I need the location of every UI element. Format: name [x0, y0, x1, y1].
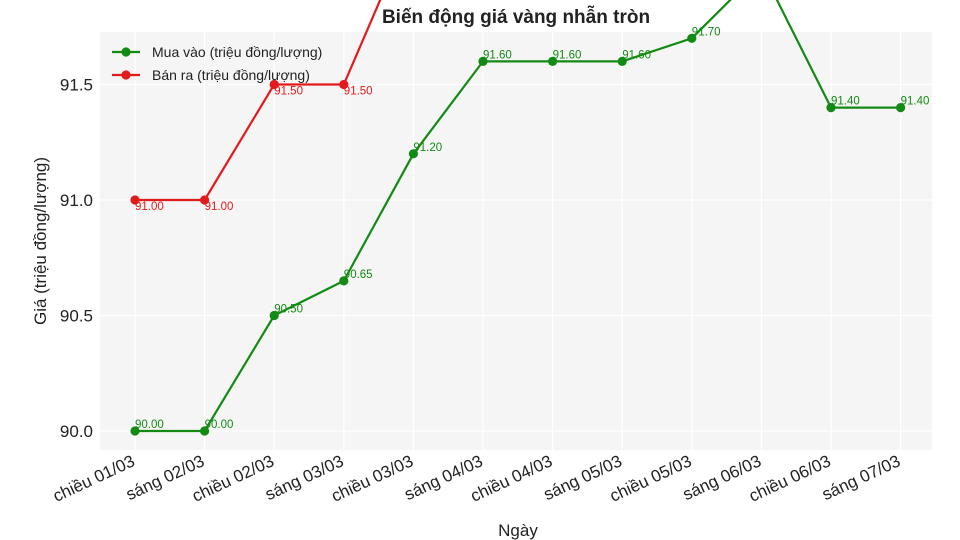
data-label: 90.50 [274, 304, 303, 316]
legend-marker [121, 47, 131, 57]
y-axis-ticks: 90.090.591.091.592.092.593.0 [60, 76, 93, 442]
legend: Mua vào (triệu đồng/lượng) Bán ra (triệu … [112, 44, 322, 83]
x-tick-label: sáng 07/03 [819, 451, 903, 504]
data-label: 91.40 [901, 96, 930, 108]
data-label: 91.00 [135, 201, 164, 213]
data-point [408, 149, 418, 159]
data-label: 91.00 [205, 201, 234, 213]
legend-marker [121, 70, 131, 80]
data-label: 91.40 [831, 96, 860, 108]
series-line [135, 0, 901, 433]
y-tick-label: 91.0 [60, 191, 93, 210]
data-point [200, 195, 210, 205]
series-layer: 90.00 90.00 90.50 90.65 91.20 91.60 91.60 91.60… [130, 0, 929, 436]
data-point [826, 103, 836, 113]
data-label: 91.20 [413, 142, 442, 154]
legend-label: Mua vào (triệu đồng/lượng) [152, 44, 322, 60]
x-tick-label: chiều 01/03 [50, 451, 138, 505]
data-label: 91.60 [622, 49, 651, 61]
data-point [130, 426, 140, 436]
data-point [548, 56, 558, 66]
data-label: 91.70 [692, 26, 721, 38]
data-label: 91.60 [483, 49, 512, 61]
data-label: 90.00 [205, 419, 234, 431]
x-axis-label: Ngày [498, 521, 538, 540]
data-point [617, 56, 627, 66]
grid [100, 32, 932, 450]
data-point [687, 33, 697, 43]
y-axis-label: Giá (triệu đồng/lượng) [31, 157, 50, 325]
data-point [896, 103, 906, 113]
data-label: 91.50 [274, 86, 303, 98]
plot-background [100, 32, 932, 450]
data-label: 91.60 [553, 49, 582, 61]
data-label: 91.50 [344, 86, 373, 98]
data-point [200, 426, 210, 436]
data-point [339, 276, 349, 286]
data-point [130, 195, 140, 205]
chart-title: Biến động giá vàng nhẫn tròn [382, 6, 650, 28]
data-label: 90.00 [135, 419, 164, 431]
data-point [269, 310, 279, 321]
data-point [339, 79, 349, 90]
y-tick-label: 90.0 [60, 422, 93, 441]
data-point [269, 79, 279, 90]
y-tick-label: 91.5 [60, 76, 93, 95]
data-label: 90.65 [344, 269, 373, 281]
series-line [135, 0, 382, 202]
data-point [478, 56, 488, 66]
y-tick-label: 90.5 [60, 307, 93, 326]
legend-label: Bán ra (triệu đồng/lượng) [152, 67, 310, 83]
